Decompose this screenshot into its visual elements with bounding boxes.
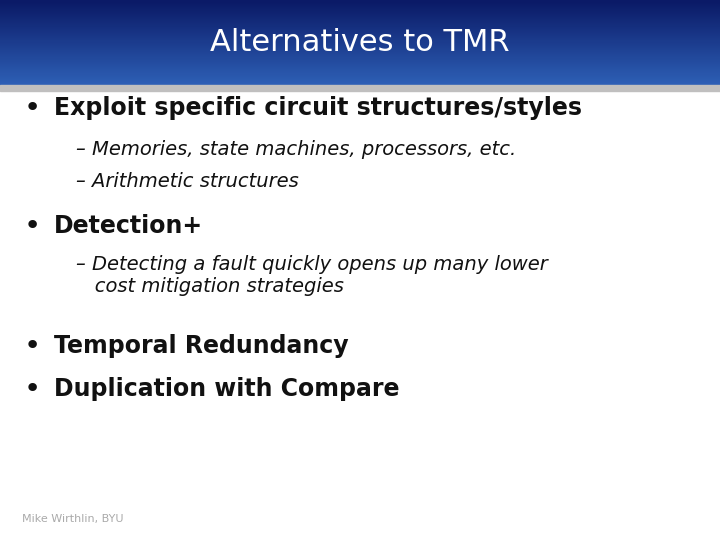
Bar xyxy=(0,40,720,42)
Bar xyxy=(0,1,720,2)
Text: •: • xyxy=(24,375,41,403)
Bar xyxy=(0,26,720,28)
Bar xyxy=(0,50,720,51)
Bar xyxy=(0,79,720,81)
Bar xyxy=(0,16,720,17)
Bar xyxy=(0,30,720,32)
Bar xyxy=(0,25,720,26)
Bar xyxy=(0,0,720,1)
Bar xyxy=(0,71,720,72)
Bar xyxy=(0,15,720,16)
Bar xyxy=(0,78,720,80)
Bar xyxy=(0,33,720,35)
Bar xyxy=(0,57,720,59)
Bar xyxy=(0,29,720,31)
Bar xyxy=(0,76,720,78)
Bar xyxy=(0,39,720,40)
Bar xyxy=(0,35,720,36)
Bar xyxy=(0,31,720,33)
Bar xyxy=(0,14,720,15)
Bar xyxy=(0,18,720,19)
Bar xyxy=(0,22,720,23)
Text: •: • xyxy=(24,94,41,122)
Bar xyxy=(0,62,720,63)
Bar xyxy=(0,82,720,83)
Bar xyxy=(0,43,720,45)
Text: Duplication with Compare: Duplication with Compare xyxy=(54,377,400,401)
Bar xyxy=(0,32,720,34)
Bar xyxy=(0,54,720,56)
Bar xyxy=(0,7,720,9)
Bar xyxy=(0,80,720,82)
Bar xyxy=(0,41,720,43)
Bar xyxy=(0,74,720,76)
Bar xyxy=(0,53,720,55)
Bar xyxy=(0,42,720,44)
Bar xyxy=(0,2,720,3)
Bar xyxy=(0,11,720,13)
Bar xyxy=(0,45,720,47)
Bar xyxy=(0,44,720,46)
Bar xyxy=(0,19,720,21)
Bar xyxy=(0,85,720,91)
Bar xyxy=(0,6,720,8)
Bar xyxy=(0,83,720,84)
Bar xyxy=(0,52,720,53)
Bar xyxy=(0,46,720,48)
Bar xyxy=(0,20,720,22)
Bar xyxy=(0,77,720,79)
Bar xyxy=(0,10,720,12)
Text: •: • xyxy=(24,212,41,240)
Bar xyxy=(0,37,720,38)
Bar xyxy=(0,70,720,71)
Bar xyxy=(0,63,720,64)
Bar xyxy=(0,66,720,68)
Text: Alternatives to TMR: Alternatives to TMR xyxy=(210,28,510,57)
Bar xyxy=(0,4,720,5)
Text: •: • xyxy=(24,332,41,360)
Bar xyxy=(0,65,720,67)
Bar xyxy=(0,68,720,69)
Bar xyxy=(0,23,720,24)
Bar xyxy=(0,12,720,14)
Text: – Memories, state machines, processors, etc.: – Memories, state machines, processors, … xyxy=(76,139,516,159)
Bar xyxy=(0,5,720,6)
Bar xyxy=(0,75,720,77)
Bar xyxy=(0,59,720,61)
Bar xyxy=(0,27,720,29)
Bar xyxy=(0,48,720,49)
Bar xyxy=(0,69,720,70)
Bar xyxy=(0,58,720,60)
Bar xyxy=(0,38,720,39)
Text: Temporal Redundancy: Temporal Redundancy xyxy=(54,334,348,357)
Bar xyxy=(0,60,720,62)
Bar xyxy=(0,28,720,30)
Bar xyxy=(0,21,720,22)
Bar xyxy=(0,8,720,10)
Text: Detection+: Detection+ xyxy=(54,214,203,238)
Bar xyxy=(0,36,720,37)
Bar xyxy=(0,63,720,65)
Bar xyxy=(0,55,720,57)
Bar xyxy=(0,64,720,66)
Bar xyxy=(0,49,720,50)
Bar xyxy=(0,84,720,85)
Bar xyxy=(0,24,720,25)
Bar xyxy=(0,73,720,75)
Bar xyxy=(0,72,720,73)
Bar xyxy=(0,17,720,18)
Bar xyxy=(0,3,720,4)
Text: Mike Wirthlin, BYU: Mike Wirthlin, BYU xyxy=(22,515,123,524)
Bar xyxy=(0,9,720,11)
Text: – Arithmetic structures: – Arithmetic structures xyxy=(76,172,298,191)
Text: Exploit specific circuit structures/styles: Exploit specific circuit structures/styl… xyxy=(54,96,582,120)
Bar xyxy=(0,51,720,52)
Text: – Detecting a fault quickly opens up many lower
   cost mitigation strategies: – Detecting a fault quickly opens up man… xyxy=(76,255,547,296)
Bar xyxy=(0,56,720,58)
